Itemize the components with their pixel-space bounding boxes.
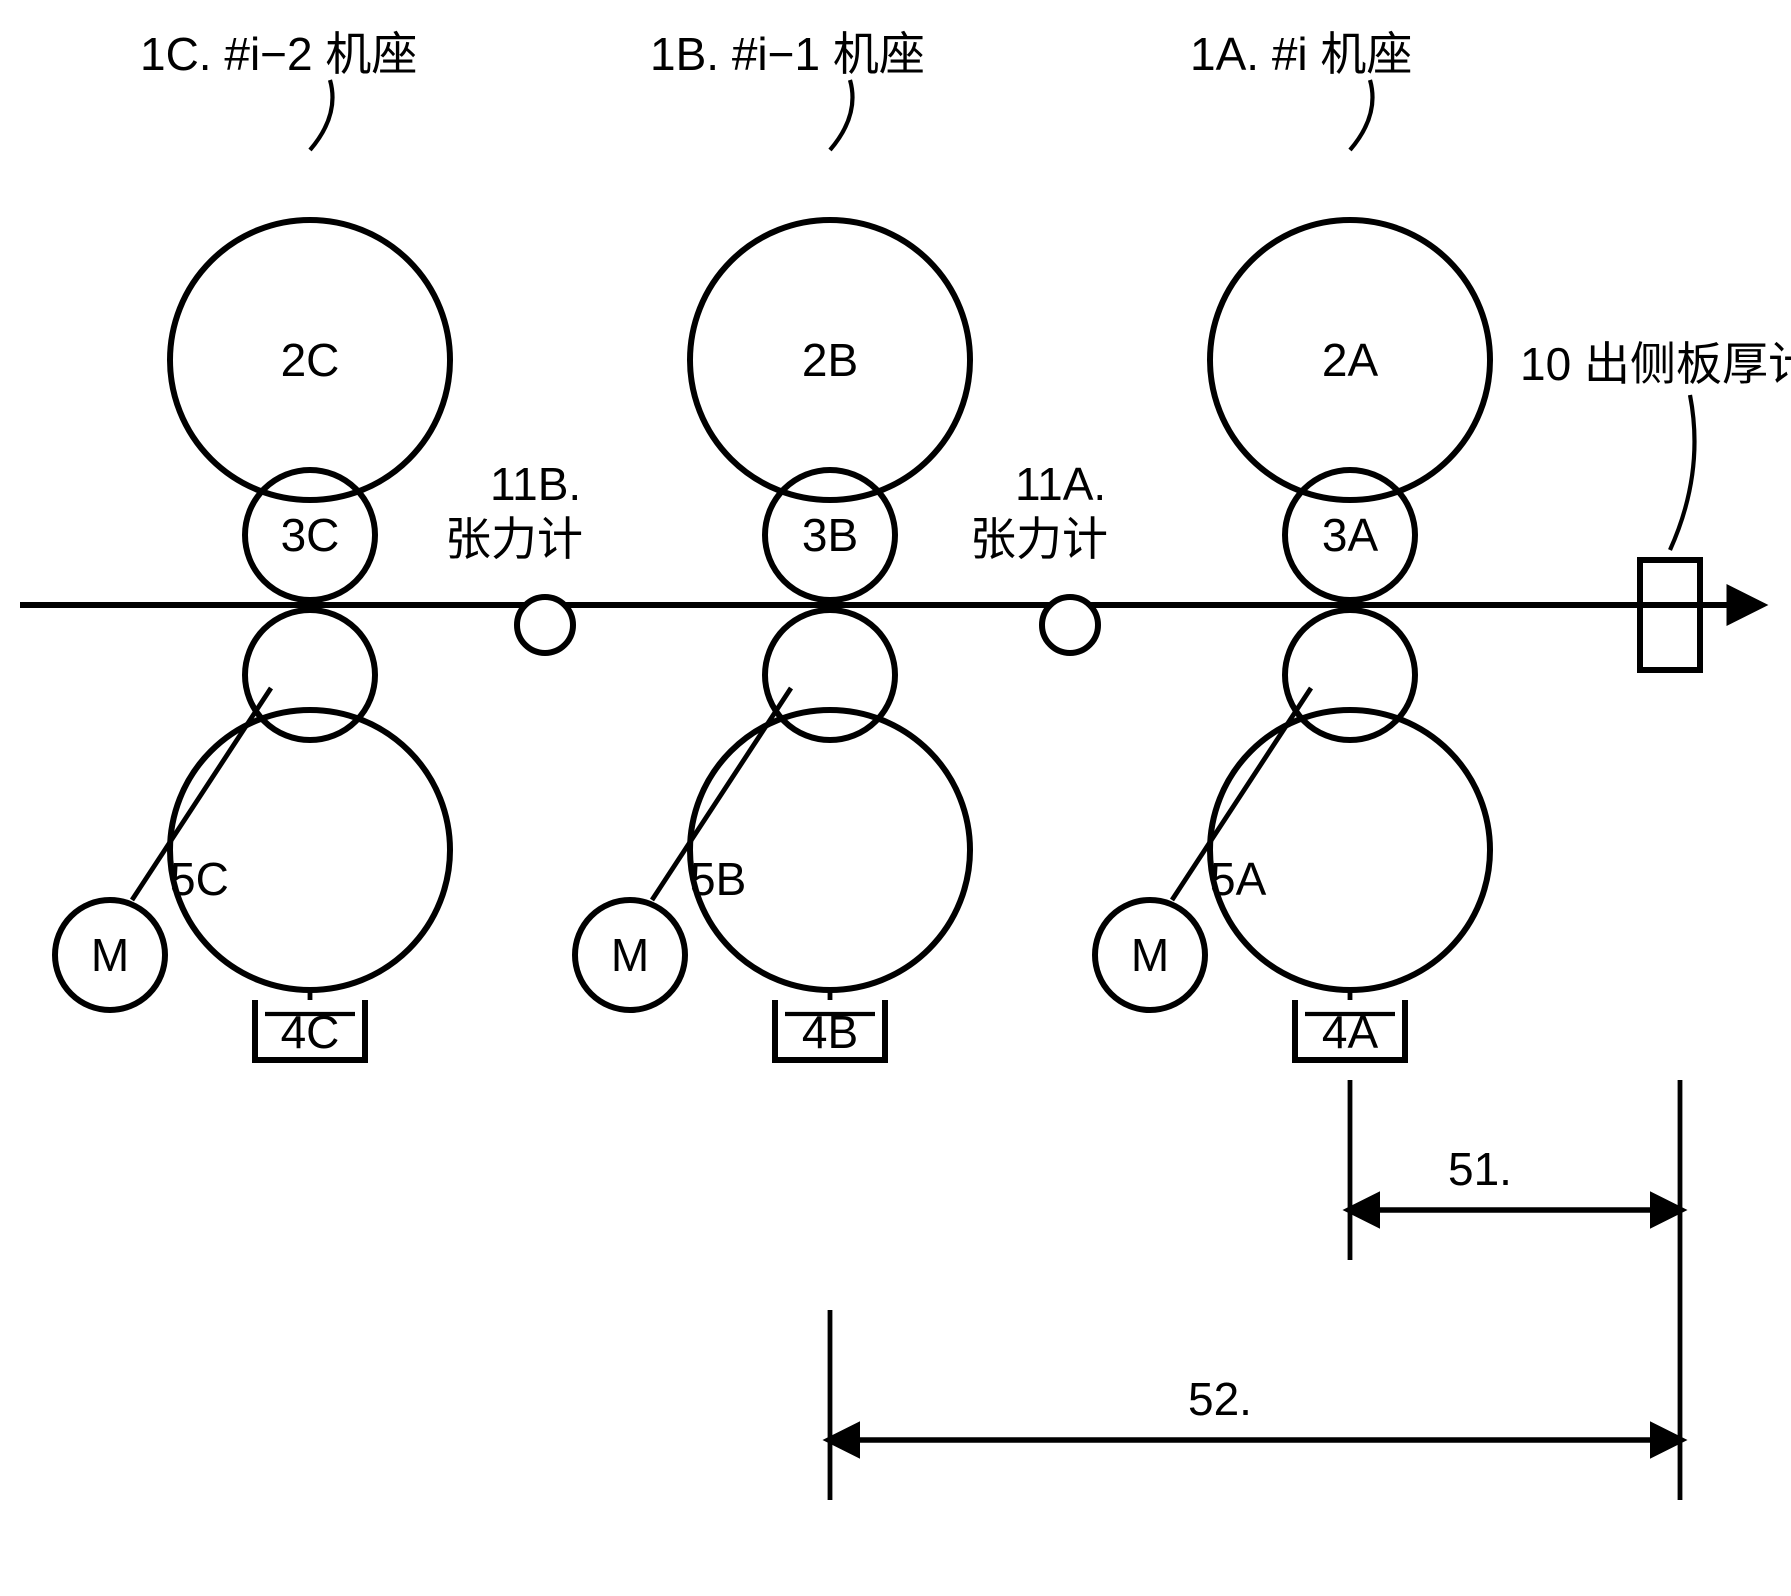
tension-sub-11A.: 张力计 <box>970 513 1108 565</box>
stand-C-label: 1C. #i−2 机座 <box>140 28 417 80</box>
gauge-label: 10 出侧板厚计 <box>1520 338 1791 390</box>
motor-label-B: M <box>611 929 649 981</box>
motor-tag-A: 5A <box>1210 853 1267 905</box>
oil-label-C: 4C <box>281 1006 340 1058</box>
backup-top-C-label: 2C <box>281 334 340 386</box>
motor-tag-B: 5B <box>690 853 746 905</box>
stand-C-leader <box>310 80 333 150</box>
motor-tag-C: 5C <box>170 853 229 905</box>
work-top-C-label: 3C <box>281 509 340 561</box>
motor-label-C: M <box>91 929 129 981</box>
oil-label-A: 4A <box>1322 1006 1379 1058</box>
backup-bottom-B <box>690 710 970 990</box>
dim-label-51.: 51. <box>1448 1143 1512 1195</box>
work-top-A-label: 3A <box>1322 509 1379 561</box>
oil-label-B: 4B <box>802 1006 858 1058</box>
tension-meter-11A. <box>1042 597 1098 653</box>
dim-label-52.: 52. <box>1188 1373 1252 1425</box>
tension-tag-11A.: 11A. <box>1015 458 1106 510</box>
tension-sub-11B.: 张力计 <box>445 513 583 565</box>
tension-tag-11B.: 11B. <box>490 458 581 510</box>
stand-B-leader <box>830 80 853 150</box>
motor-label-A: M <box>1131 929 1169 981</box>
exit-thickness-gauge <box>1640 560 1700 670</box>
backup-top-A-label: 2A <box>1322 334 1379 386</box>
work-top-B-label: 3B <box>802 509 858 561</box>
stand-B-label: 1B. #i−1 机座 <box>650 28 925 80</box>
stand-A-leader <box>1350 80 1373 150</box>
backup-bottom-A <box>1210 710 1490 990</box>
tension-meter-11B. <box>517 597 573 653</box>
backup-bottom-C <box>170 710 450 990</box>
stand-A-label: 1A. #i 机座 <box>1190 28 1412 80</box>
gauge-leader <box>1670 395 1695 550</box>
backup-top-B-label: 2B <box>802 334 858 386</box>
